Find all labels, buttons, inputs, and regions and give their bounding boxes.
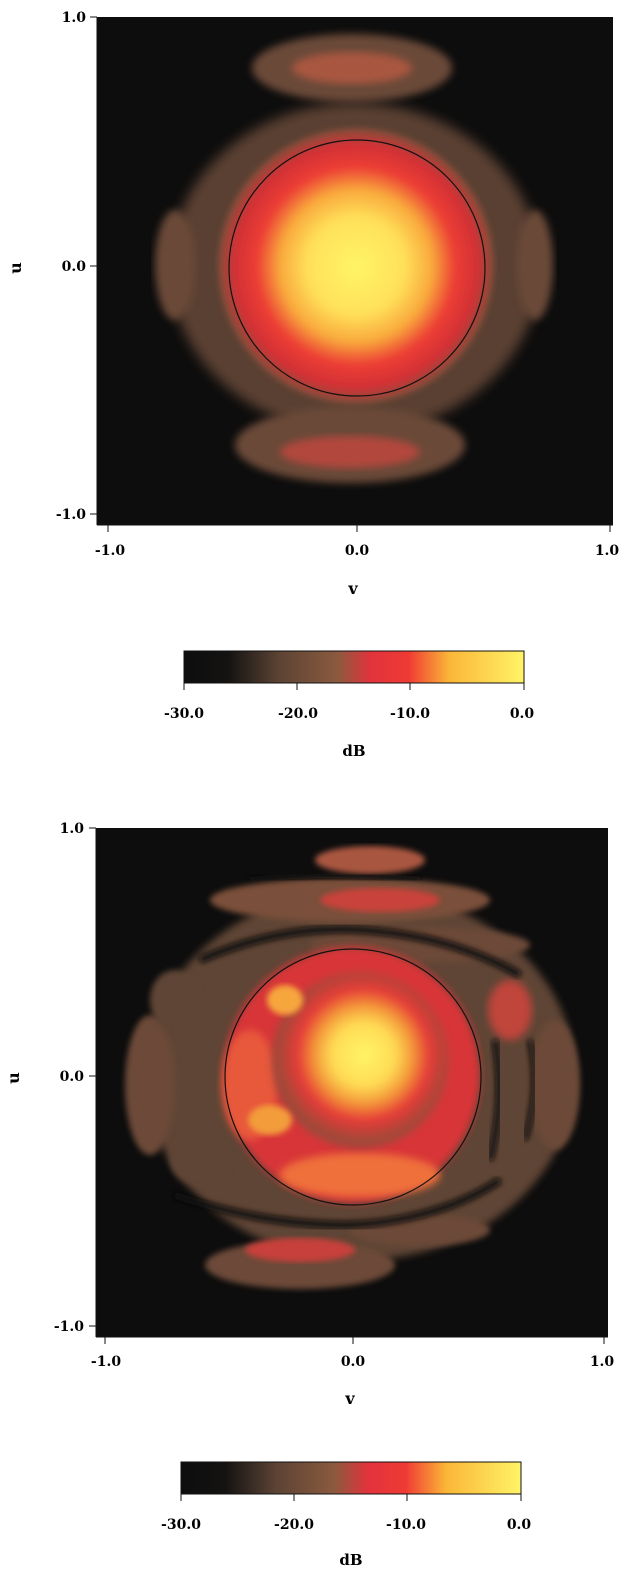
y-tick-label-2-mid: 0.0 xyxy=(60,1069,85,1085)
x-tick-label-2-right: 1.0 xyxy=(590,1354,615,1370)
colorbar-tick-1-b: -20.0 xyxy=(278,706,318,722)
heatmap-panel-2: 1.0 0.0 -1.0 -1.0 0.0 1.0 v u xyxy=(4,821,614,1408)
colorbar-label-1: dB xyxy=(342,742,365,760)
x-axis-label-2: v xyxy=(344,1389,355,1408)
colorbar-gradient-1 xyxy=(183,650,525,684)
y-axis-label-2: u xyxy=(4,1072,23,1084)
x-tick-label-1-mid: 0.0 xyxy=(345,543,370,559)
y-tick-label-1-top: 1.0 xyxy=(62,10,87,26)
colorbar-tick-1-d: 0.0 xyxy=(510,706,535,722)
x-tick-label-1-right: 1.0 xyxy=(595,543,620,559)
colorbar-tick-2-c: -10.0 xyxy=(386,1517,426,1533)
colorbar-1: -30.0 -20.0 -10.0 0.0 dB xyxy=(164,650,535,760)
x-tick-label-1-left: -1.0 xyxy=(95,543,125,559)
y-tick-label-1-mid: 0.0 xyxy=(62,259,87,275)
colorbar-label-2: dB xyxy=(339,1551,362,1569)
colorbar-2: -30.0 -20.0 -10.0 0.0 dB xyxy=(161,1461,532,1569)
heatmap-image-1 xyxy=(155,34,553,483)
unit-circle-2 xyxy=(224,948,482,1206)
heatmap-panel-1: 1.0 0.0 -1.0 -1.0 0.0 1.0 v u xyxy=(6,10,619,598)
x-axis-label-1: v xyxy=(347,579,358,598)
unit-circle-1 xyxy=(228,139,486,397)
x-tick-label-2-mid: 0.0 xyxy=(341,1354,366,1370)
colorbar-tick-1-a: -30.0 xyxy=(164,706,204,722)
x-tick-label-2-left: -1.0 xyxy=(91,1354,121,1370)
colorbar-tick-2-b: -20.0 xyxy=(274,1517,314,1533)
colorbar-tick-1-c: -10.0 xyxy=(390,706,430,722)
y-tick-label-1-bot: -1.0 xyxy=(56,507,86,523)
colorbar-tick-2-d: 0.0 xyxy=(507,1517,532,1533)
colorbar-gradient-2 xyxy=(180,1461,522,1495)
colorbar-tick-2-a: -30.0 xyxy=(161,1517,201,1533)
heatmap-image-2 xyxy=(125,846,580,1289)
y-axis-label-1: u xyxy=(6,262,25,274)
y-tick-label-2-top: 1.0 xyxy=(60,821,85,837)
y-tick-label-2-bot: -1.0 xyxy=(54,1319,84,1335)
